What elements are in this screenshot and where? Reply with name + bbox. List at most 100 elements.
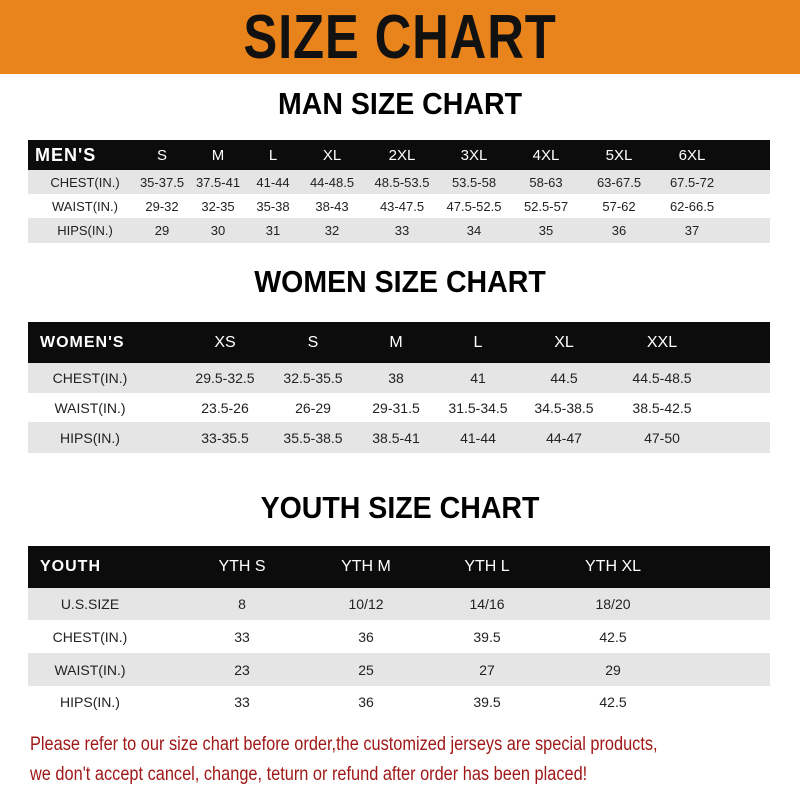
row-label: CHEST(IN.) <box>52 628 128 645</box>
measurement-cell: 33 <box>234 628 250 645</box>
measurement-cell: 47-50 <box>644 429 680 446</box>
measurement-cell: 35 <box>538 223 554 238</box>
table-row: HIPS(IN.) 33-35.5 35.5-38.5 38.5-41 41-44 44-… <box>28 422 770 453</box>
women-section-title: WOMEN SIZE CHART <box>254 264 546 299</box>
measurement-cell: 18/20 <box>595 596 631 612</box>
measurement-cell: 29-31.5 <box>372 399 420 416</box>
measurement-cell: 35-38 <box>256 198 290 214</box>
measurement-cell: 57-62 <box>602 198 636 214</box>
table-header-row: WOMEN'S XS S M L XL XXL <box>28 322 770 363</box>
measurement-cell: 8 <box>238 596 246 612</box>
size-header-cell: 2XL <box>388 146 416 164</box>
measurement-cell: 35-37.5 <box>139 174 185 190</box>
table-row: WAIST(IN.) 23 25 27 29 <box>28 653 770 686</box>
measurement-cell: 29.5-32.5 <box>195 370 255 386</box>
row-label: HIPS(IN.) <box>57 223 113 238</box>
measurement-cell: 30 <box>210 223 226 238</box>
size-header-cell: 5XL <box>605 146 633 164</box>
measurement-cell: 23 <box>234 661 250 678</box>
measurement-cell: 53.5-58 <box>451 174 497 190</box>
measurement-cell: 47.5-52.5 <box>446 198 502 214</box>
measurement-cell: 33 <box>394 223 410 238</box>
measurement-cell: 63-67.5 <box>596 174 642 190</box>
size-header-cell: YTH S <box>218 558 266 575</box>
table-row: WAIST(IN.) 29-32 32-35 35-38 38-43 43-47.5 47.… <box>28 194 770 218</box>
measurement-cell: 41 <box>470 370 486 386</box>
order-notice-line-2: we don't accept cancel, change, teturn o… <box>30 764 588 785</box>
measurement-cell: 42.5 <box>599 628 627 645</box>
table-row: HIPS(IN.) 33 36 39.5 42.5 <box>28 686 770 718</box>
size-chart-banner: SIZE CHART <box>0 0 800 74</box>
measurement-cell: 44.5-48.5 <box>632 370 692 386</box>
measurement-cell: 38.5-41 <box>372 429 420 446</box>
table-row: U.S.SIZE 8 10/12 14/16 18/20 <box>28 588 770 620</box>
measurement-cell: 58-63 <box>529 174 563 190</box>
measurement-cell: 37.5-41 <box>195 174 241 190</box>
measurement-cell: 38.5-42.5 <box>632 399 692 416</box>
table-header-row: YOUTH YTH S YTH M YTH L YTH XL <box>28 546 770 588</box>
measurement-cell: 26-29 <box>295 399 331 416</box>
measurement-cell: 32-35 <box>201 198 235 214</box>
size-header-cell: YTH XL <box>584 558 642 575</box>
measurement-cell: 67.5-72 <box>669 174 715 190</box>
measurement-cell: 32.5-35.5 <box>283 370 343 386</box>
row-label: CHEST(IN.) <box>52 370 128 386</box>
measurement-cell: 27 <box>479 661 495 678</box>
table-title-cell: MEN'S <box>35 144 97 165</box>
measurement-cell: 35.5-38.5 <box>283 429 343 446</box>
size-header-cell: M <box>211 146 225 164</box>
size-header-cell: 3XL <box>460 146 488 164</box>
size-header-cell: XL <box>322 146 342 164</box>
table-row: CHEST(IN.) 35-37.5 37.5-41 41-44 44-48.5 48.5… <box>28 170 770 194</box>
size-header-cell: S <box>307 333 319 351</box>
size-header-cell: L <box>473 333 483 351</box>
row-label: WAIST(IN.) <box>52 198 118 214</box>
size-header-cell: 4XL <box>532 146 560 164</box>
size-header-cell: YTH M <box>341 558 391 575</box>
measurement-cell: 29-32 <box>145 198 179 214</box>
measurement-cell: 41-44 <box>460 429 496 446</box>
measurement-cell: 43-47.5 <box>379 198 425 214</box>
row-label: U.S.SIZE <box>60 596 120 612</box>
measurement-cell: 33 <box>234 694 250 710</box>
size-header-cell: XS <box>214 333 236 351</box>
row-label: HIPS(IN.) <box>60 694 120 710</box>
measurement-cell: 14/16 <box>469 596 505 612</box>
row-label: WAIST(IN.) <box>54 661 126 678</box>
youth-section-title: YOUTH SIZE CHART <box>260 490 540 525</box>
size-header-cell: 6XL <box>678 146 706 164</box>
size-header-cell: XXL <box>646 333 678 351</box>
measurement-cell: 33-35.5 <box>201 429 249 446</box>
measurement-cell: 34.5-38.5 <box>534 399 594 416</box>
measurement-cell: 25 <box>358 661 374 678</box>
order-notice-line-1: Please refer to our size chart before or… <box>30 734 658 755</box>
table-title-cell: WOMEN'S <box>40 333 125 351</box>
row-label: HIPS(IN.) <box>60 429 120 446</box>
measurement-cell: 31.5-34.5 <box>448 399 508 416</box>
table-header-row: MEN'S S M L XL 2XL 3XL 4XL 5XL 6XL <box>28 140 770 170</box>
row-label: WAIST(IN.) <box>54 399 126 416</box>
measurement-cell: 62-66.5 <box>669 198 715 214</box>
measurement-cell: 34 <box>466 223 482 238</box>
size-header-cell: M <box>389 333 403 351</box>
measurement-cell: 39.5 <box>473 628 501 645</box>
measurement-cell: 10/12 <box>348 596 384 612</box>
measurement-cell: 44-48.5 <box>309 174 355 190</box>
measurement-cell: 37 <box>684 223 700 238</box>
size-header-cell: YTH L <box>464 558 510 575</box>
measurement-cell: 23.5-26 <box>201 399 249 416</box>
size-header-cell: S <box>156 146 168 164</box>
measurement-cell: 31 <box>265 223 281 238</box>
row-label: CHEST(IN.) <box>50 174 120 190</box>
measurement-cell: 41-44 <box>256 174 290 190</box>
men-section-title: MAN SIZE CHART <box>277 86 523 121</box>
table-title-cell: YOUTH <box>40 558 101 575</box>
measurement-cell: 48.5-53.5 <box>374 174 430 190</box>
measurement-cell: 29 <box>154 223 170 238</box>
banner-title: SIZE CHART <box>243 3 557 72</box>
measurement-cell: 36 <box>611 223 627 238</box>
measurement-cell: 36 <box>358 628 374 645</box>
size-header-cell: XL <box>554 333 574 351</box>
measurement-cell: 42.5 <box>599 694 627 710</box>
measurement-cell: 38-43 <box>315 198 349 214</box>
